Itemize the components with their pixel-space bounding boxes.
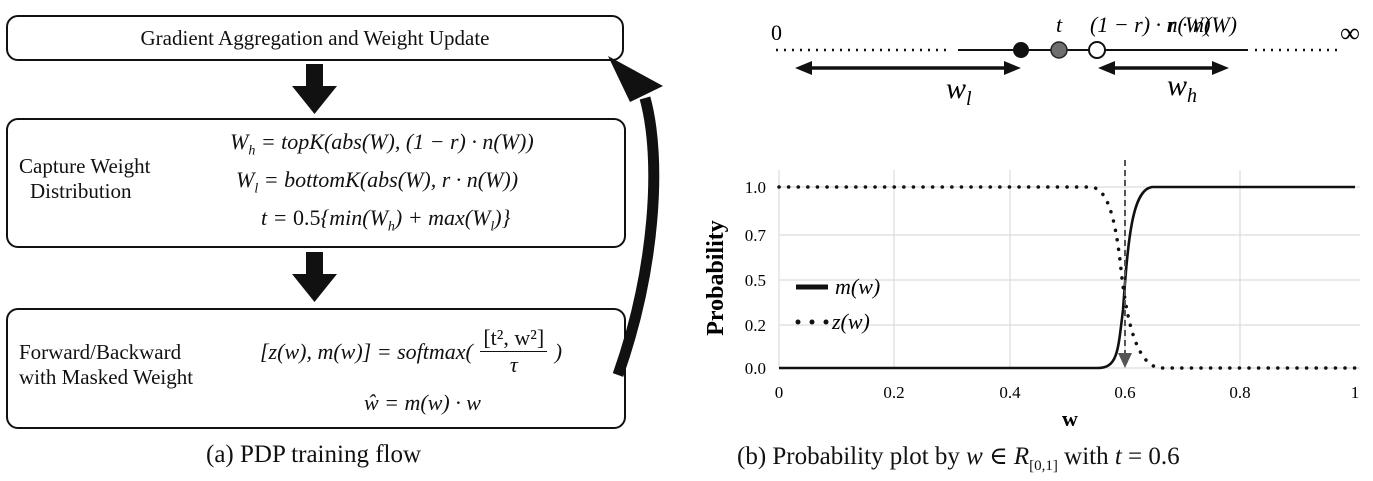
equation-w-high: Wh = topK(abs(W), (1 − r) · n(W)) (230, 129, 534, 159)
svg-text:1: 1 (1351, 383, 1360, 402)
threshold-marker (1050, 41, 1068, 59)
svg-text:0.5: 0.5 (745, 271, 766, 290)
x-tick-labels: 0 0.2 0.4 0.6 0.8 1 (775, 383, 1360, 402)
down-arrow-icon (292, 252, 337, 302)
legend-z-swatch (795, 319, 829, 325)
probability-chart: 1.0 0.7 0.5 0.2 0.0 0 0.2 0.4 0.6 0.8 1 … (703, 160, 1360, 430)
capture-weight-label-2: Distribution (30, 179, 132, 203)
y-axis-label: Probability (703, 220, 729, 336)
equation-masked-weight: ŵ = m(w) · w (364, 390, 481, 415)
softmax-denominator: τ (509, 352, 518, 377)
equation-softmax: [z(w), m(w)] = softmax( [t², w²] τ ) (260, 325, 563, 377)
marker-low-label: r · n(W) (1168, 12, 1237, 37)
svg-text:0.7: 0.7 (745, 226, 767, 245)
svg-text:0.8: 0.8 (1229, 383, 1250, 402)
feedback-loop-arrow-icon (608, 56, 663, 377)
series-m-line (779, 185, 1355, 370)
chart-grid (778, 170, 1360, 369)
low-weight-marker (1013, 42, 1029, 58)
softmax-numerator: [t², w²] (480, 325, 548, 352)
panel-a-caption: (a) PDP training flow (206, 441, 422, 468)
chart-legend: m(w) z(w) (795, 274, 880, 334)
high-weight-marker (1088, 41, 1106, 59)
y-tick-labels: 1.0 0.7 0.5 0.2 0.0 (745, 178, 767, 378)
x-axis-label: w (1062, 406, 1078, 430)
svg-text:0.4: 0.4 (999, 383, 1021, 402)
gradient-aggregation-title: Gradient Aggregation and Weight Update (140, 26, 490, 50)
number-line-zero-label: 0 (771, 20, 782, 45)
threshold-arrow-icon (1118, 353, 1132, 368)
range-low-label: wl (946, 72, 972, 110)
number-line-infinity-label: ∞ (1340, 18, 1360, 49)
legend-z-label: z(w) (831, 309, 870, 334)
series-z-line (777, 185, 1357, 370)
forward-backward-label-2: with Masked Weight (19, 365, 194, 389)
legend-m-label: m(w) (835, 274, 880, 299)
svg-text:0.6: 0.6 (1114, 383, 1135, 402)
svg-text:0.2: 0.2 (883, 383, 904, 402)
gradient-aggregation-box: Gradient Aggregation and Weight Update (6, 15, 624, 61)
capture-weight-box: Capture Weight Distribution Wh = topK(ab… (6, 118, 626, 248)
svg-text:1.0: 1.0 (745, 178, 766, 197)
forward-backward-box: Forward/Backward with Masked Weight [z(w… (6, 308, 626, 429)
svg-text:0: 0 (775, 383, 784, 402)
equation-threshold: t = 0.5{min(Wh) + max(Wl)} (261, 205, 511, 235)
svg-text:0.2: 0.2 (745, 316, 766, 335)
weight-number-line: 0 r · n(W) t (1 − r) · n(W) ∞ wl wh (771, 12, 1360, 110)
range-high-label: wh (1167, 69, 1197, 107)
capture-weight-label-1: Capture Weight (19, 154, 151, 178)
panel-b-caption: (b) Probability plot by w ∈ R[0,1] with … (737, 443, 1180, 474)
equation-w-low: Wl = bottomK(abs(W), r · n(W)) (236, 167, 519, 197)
svg-text:0.0: 0.0 (745, 359, 766, 378)
down-arrow-icon (292, 64, 337, 114)
forward-backward-label-1: Forward/Backward (19, 340, 182, 364)
marker-high-label: (1 − r) · n(W) (1090, 12, 1211, 37)
marker-t-label: t (1056, 12, 1063, 37)
